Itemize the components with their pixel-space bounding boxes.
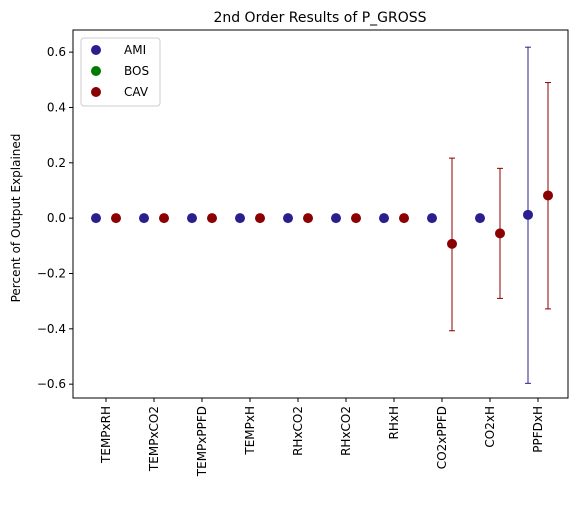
legend-label-cav: CAV	[124, 85, 149, 99]
x-tick-label: TEMPxH	[243, 406, 257, 456]
data-point-cav	[447, 238, 457, 249]
data-point-cav	[399, 213, 409, 224]
y-tick-label: −0.4	[37, 322, 66, 336]
x-tick-label: CO2xH	[483, 406, 497, 448]
y-axis-ticks: −0.6 −0.4 −0.2 0.0 0.2 0.4 0.6	[37, 45, 73, 391]
data-point-ami	[427, 213, 437, 224]
data-point-ami	[283, 213, 293, 224]
y-tick-label: −0.2	[37, 266, 66, 280]
y-tick-label: −0.6	[37, 377, 66, 391]
x-tick-label: TEMPxPPFD	[195, 406, 209, 477]
x-tick-label: RHxH	[387, 406, 401, 440]
data-point-cav	[543, 190, 553, 201]
legend-marker-cav	[91, 87, 101, 97]
data-point-ami	[523, 209, 533, 220]
x-tick-label: TEMPxRH	[99, 406, 113, 464]
y-tick-label: 0.6	[47, 45, 66, 59]
data-point-ami	[187, 213, 197, 224]
legend-box	[80, 37, 161, 107]
data-point-ami	[331, 213, 341, 224]
chart-title: 2nd Order Results of P_GROSS	[213, 10, 426, 26]
data-point-cav	[159, 213, 169, 224]
data-point-ami	[379, 213, 389, 224]
plot-frame	[72, 29, 569, 399]
data-point-cav	[207, 213, 217, 224]
y-axis-label: Percent of Output Explained	[9, 134, 23, 303]
y-tick-label: 0.0	[47, 211, 66, 225]
x-tick-label: PPFDxH	[531, 406, 545, 453]
y-tick-label: 0.2	[47, 156, 66, 170]
data-point-cav	[351, 213, 361, 224]
legend: AMI BOS CAV	[80, 37, 161, 107]
data-point-cav	[495, 228, 505, 239]
x-tick-label: RHxCO2	[291, 406, 305, 456]
data-point-ami	[475, 213, 485, 224]
x-tick-label: CO2xPPFD	[435, 406, 449, 469]
x-axis-ticks: TEMPxRH TEMPxCO2 TEMPxPPFD TEMPxH RHxCO2 RHxC…	[99, 398, 545, 477]
legend-label-bos: BOS	[124, 64, 149, 78]
legend-marker-ami	[91, 45, 101, 55]
legend-marker-bos	[91, 66, 101, 76]
data-point-cav	[303, 213, 313, 224]
data-point-cav	[255, 213, 265, 224]
data-point-ami	[91, 213, 101, 224]
plot-marks	[91, 46, 553, 384]
data-point-ami	[139, 213, 149, 224]
data-point-cav	[111, 213, 121, 224]
legend-label-ami: AMI	[124, 43, 146, 57]
x-tick-label: TEMPxCO2	[147, 406, 161, 472]
y-tick-label: 0.4	[47, 100, 66, 114]
data-point-ami	[235, 213, 245, 224]
x-tick-label: RHxCO2	[339, 406, 353, 456]
